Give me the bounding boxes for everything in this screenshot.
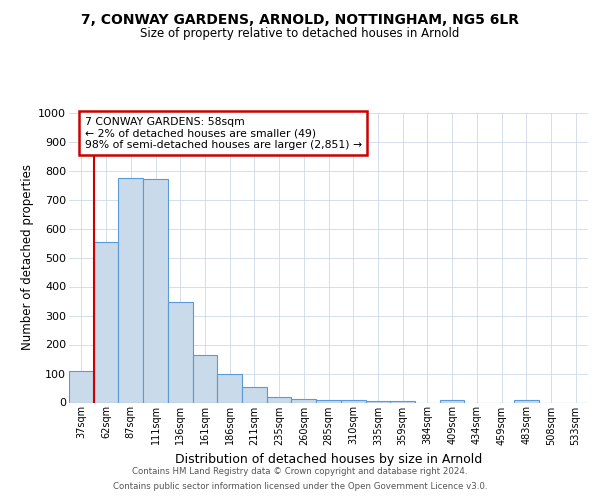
Bar xyxy=(193,355,217,403)
Bar xyxy=(143,179,168,402)
Text: Size of property relative to detached houses in Arnold: Size of property relative to detached ho… xyxy=(140,28,460,40)
Bar xyxy=(242,387,267,402)
Text: 7, CONWAY GARDENS, ARNOLD, NOTTINGHAM, NG5 6LR: 7, CONWAY GARDENS, ARNOLD, NOTTINGHAM, N… xyxy=(81,12,519,26)
Bar xyxy=(267,398,292,402)
Text: 7 CONWAY GARDENS: 58sqm
← 2% of detached houses are smaller (49)
98% of semi-det: 7 CONWAY GARDENS: 58sqm ← 2% of detached… xyxy=(85,117,362,150)
Bar xyxy=(94,242,118,402)
Bar xyxy=(440,400,464,402)
Bar xyxy=(168,302,193,402)
Bar xyxy=(69,370,94,402)
X-axis label: Distribution of detached houses by size in Arnold: Distribution of detached houses by size … xyxy=(175,453,482,466)
Bar xyxy=(217,374,242,402)
Y-axis label: Number of detached properties: Number of detached properties xyxy=(21,164,34,350)
Bar xyxy=(514,400,539,402)
Bar xyxy=(365,401,390,402)
Text: Contains HM Land Registry data © Crown copyright and database right 2024.: Contains HM Land Registry data © Crown c… xyxy=(132,467,468,476)
Bar xyxy=(390,401,415,402)
Bar xyxy=(341,400,365,402)
Bar xyxy=(118,178,143,402)
Bar xyxy=(292,398,316,402)
Bar xyxy=(316,400,341,402)
Text: Contains public sector information licensed under the Open Government Licence v3: Contains public sector information licen… xyxy=(113,482,487,491)
